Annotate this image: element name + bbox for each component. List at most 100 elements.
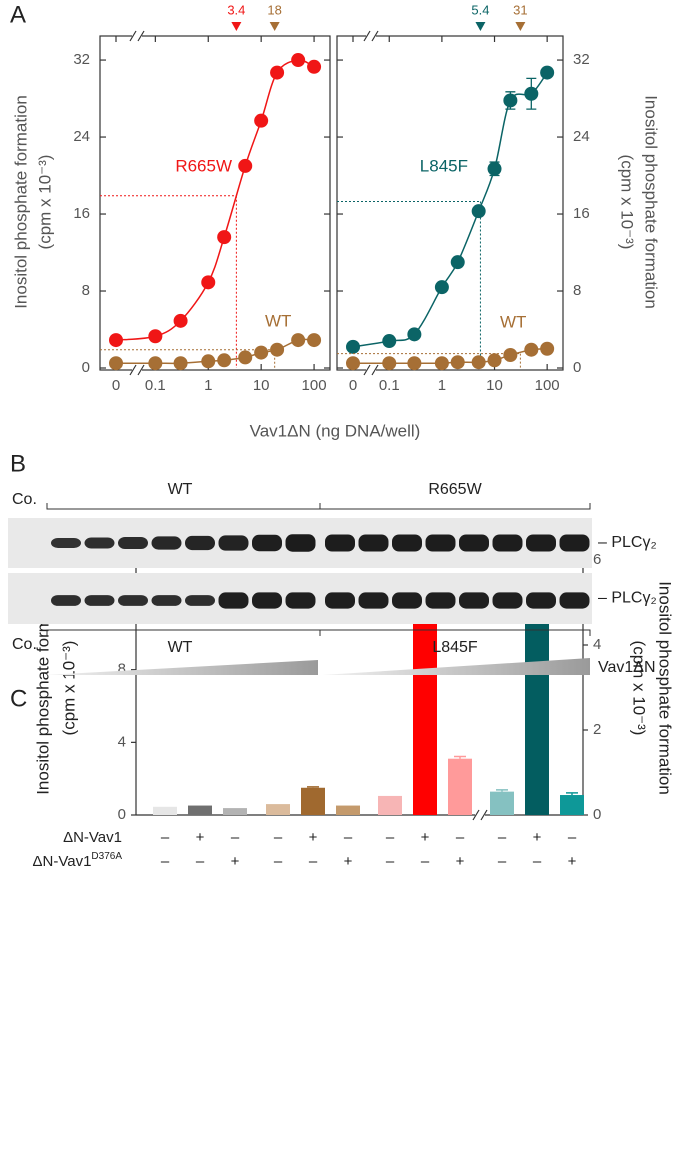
blot-band <box>425 534 456 552</box>
ec50-label: 31 <box>513 2 527 17</box>
data-point <box>307 333 322 348</box>
data-point <box>270 65 285 80</box>
data-point <box>291 333 306 348</box>
blot-band <box>285 592 316 609</box>
data-point <box>487 353 502 368</box>
axis-break <box>129 30 137 42</box>
bar <box>153 806 177 815</box>
y2-axis-label: (cpm x 10⁻³) <box>630 641 649 736</box>
ec50-label: 5.4 <box>471 2 489 17</box>
blot-band <box>151 536 182 550</box>
condition-sign: – <box>533 853 542 870</box>
data-point <box>254 113 269 128</box>
y2-tick-label: 2 <box>593 721 601 738</box>
lane-label: WT <box>168 481 193 498</box>
condition-sign: – <box>344 829 353 846</box>
y-tick-label: 24 <box>73 128 90 145</box>
blot-band <box>559 534 590 552</box>
condition-sign: – <box>386 829 395 846</box>
data-point <box>238 350 253 365</box>
condition-sign: – <box>231 829 240 846</box>
x-tick-label: 100 <box>302 377 327 394</box>
series-label: L845F <box>420 156 468 175</box>
fit-curve <box>353 348 548 365</box>
blot-band <box>185 595 215 606</box>
data-point <box>407 327 422 342</box>
condition-sign: + <box>533 829 542 846</box>
blot-band <box>218 592 249 609</box>
bar <box>336 805 360 815</box>
blot-band <box>118 595 148 606</box>
series-label: R665W <box>175 156 232 175</box>
condition-sign: – <box>196 853 205 870</box>
blot-band <box>151 595 182 606</box>
lane-label: Co. <box>12 636 37 653</box>
blot-band <box>526 592 556 609</box>
condition-sign: + <box>309 829 318 846</box>
data-point <box>238 158 253 173</box>
y-tick-label: 32 <box>573 51 590 68</box>
x-tick-label: 1 <box>438 377 446 394</box>
blot-band <box>285 534 316 552</box>
y-tick-label: 8 <box>118 661 126 678</box>
condition-name: ΔN-Vav1 <box>32 853 91 870</box>
blot-band <box>559 592 590 609</box>
axis-break <box>480 809 488 821</box>
condition-sign: – <box>498 829 507 846</box>
x-tick-label: 10 <box>253 377 270 394</box>
bar <box>378 795 402 815</box>
data-point <box>382 334 397 349</box>
x-axis-label: Vav1ΔN (ng DNA/well) <box>250 421 421 440</box>
data-point <box>217 353 232 368</box>
condition-label: ΔN-Vav1 <box>63 829 122 846</box>
condition-sign: – <box>274 853 283 870</box>
axis-break <box>129 364 137 376</box>
data-point <box>201 354 216 369</box>
y-tick-label: 32 <box>73 51 90 68</box>
blot-band <box>392 592 422 609</box>
y2-tick-label: 4 <box>593 636 601 653</box>
condition-sign: + <box>568 853 577 870</box>
data-point <box>450 255 465 270</box>
plot-frame <box>99 35 331 371</box>
data-point <box>109 333 123 348</box>
data-point <box>307 59 322 74</box>
panel-label: A <box>10 1 26 28</box>
data-point <box>471 355 486 370</box>
x-tick-label: 0 <box>349 377 357 394</box>
data-point <box>471 204 486 219</box>
bar <box>560 795 584 815</box>
lane-label: WT <box>168 639 193 656</box>
blot-band <box>84 595 115 606</box>
blot-band <box>325 592 355 609</box>
error-bar <box>566 792 578 796</box>
panel-label: B <box>10 450 26 477</box>
band-label: – PLCγ₂ <box>598 590 657 607</box>
lane-label: R665W <box>428 481 482 498</box>
lane-label: L845F <box>432 639 478 656</box>
ec50-label: 18 <box>267 2 281 17</box>
y-tick-label: 8 <box>82 282 90 299</box>
data-point <box>382 356 397 371</box>
blot-band <box>325 534 355 552</box>
axis-break <box>472 809 480 821</box>
blot-band <box>392 534 422 552</box>
x-tick-label: 10 <box>486 377 503 394</box>
lane-bracket <box>46 503 591 510</box>
error-bar <box>307 786 319 788</box>
plot-frame <box>336 35 564 371</box>
data-point <box>201 275 216 290</box>
data-point <box>524 342 539 357</box>
axis-break <box>371 30 379 42</box>
data-point <box>540 341 555 356</box>
bar <box>490 791 514 815</box>
dose-gradient <box>322 658 590 675</box>
y-tick-label: 24 <box>573 128 590 145</box>
condition-sign: + <box>196 829 205 846</box>
x-tick-label: 100 <box>535 377 560 394</box>
ec50-marker <box>515 22 526 31</box>
axis-break <box>475 811 485 819</box>
blot-band <box>492 592 523 609</box>
condition-sign: – <box>568 829 577 846</box>
